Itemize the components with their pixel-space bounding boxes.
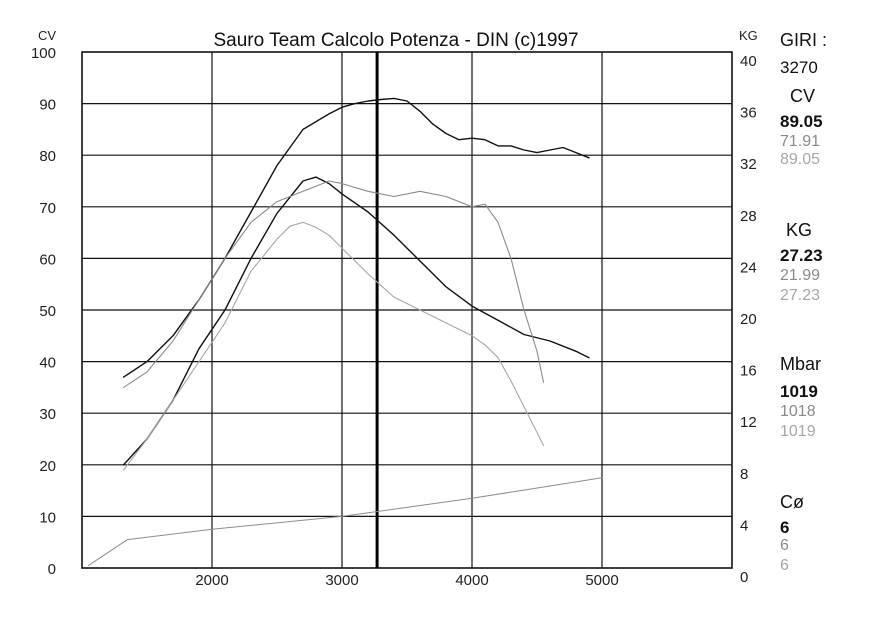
left-tick-label: 90: [39, 97, 56, 114]
right-tick-label: 28: [740, 208, 757, 225]
right-axis-label: KG: [739, 28, 758, 43]
left-tick-label: 20: [39, 458, 56, 475]
co-value-3: 6: [780, 557, 789, 574]
left-tick-label: 40: [39, 355, 56, 372]
left-tick-label: 0: [48, 561, 56, 578]
series-line-5: [88, 477, 603, 566]
mbar-value-2: 1018: [780, 403, 816, 420]
right-tick-label: 36: [740, 105, 757, 122]
right-tick-label: 8: [740, 466, 748, 483]
series-line-4: [123, 221, 545, 471]
kg-value-3: 27.23: [780, 287, 821, 304]
right-tick-label: 32: [740, 156, 757, 173]
cv-label: CV: [790, 86, 816, 106]
x-tick-label: 3000: [325, 572, 358, 589]
left-tick-label: 50: [39, 303, 56, 320]
x-tick-label: 5000: [585, 572, 618, 589]
giri-value: 3270: [780, 58, 818, 77]
left-tick-label: 30: [39, 406, 56, 423]
right-tick-label: 24: [740, 259, 757, 276]
x-tick-label: 4000: [455, 572, 488, 589]
cv-value-2: 71.91: [780, 133, 821, 150]
left-tick-label: 80: [39, 148, 56, 165]
co-value-1: 6: [780, 518, 790, 537]
x-tick-label: 2000: [195, 572, 228, 589]
series-line-2: [122, 176, 590, 466]
chart-title: Sauro Team Calcolo Potenza - DIN (c)1997: [213, 30, 578, 51]
giri-label: GIRI :: [780, 30, 828, 50]
right-tick-label: 40: [740, 53, 757, 70]
left-tick-label: 10: [39, 509, 56, 526]
kg-label: KG: [786, 220, 813, 240]
mbar-value-1: 1019: [780, 382, 818, 401]
left-tick-label: 60: [39, 251, 56, 268]
right-tick-label: 16: [740, 363, 757, 380]
cv-value-1: 89.05: [780, 112, 823, 131]
kg-value-1: 27.23: [780, 246, 823, 265]
cv-value-3: 89.05: [780, 151, 821, 168]
left-axis-label: CV: [38, 28, 56, 43]
right-tick-label: 12: [740, 414, 757, 431]
mbar-label: Mbar: [780, 354, 822, 374]
mbar-value-3: 1019: [780, 423, 816, 440]
right-tick-label: 20: [740, 311, 757, 328]
co-label: Cø: [780, 492, 804, 512]
left-tick-label: 70: [39, 200, 56, 217]
co-value-2: 6: [780, 537, 789, 554]
series-line-1: [122, 97, 590, 378]
series-line-3: [123, 180, 545, 388]
right-tick-label: 4: [740, 517, 748, 534]
right-tick-label: 0: [740, 569, 748, 586]
kg-value-2: 21.99: [780, 267, 821, 284]
left-tick-label: 100: [31, 45, 56, 62]
